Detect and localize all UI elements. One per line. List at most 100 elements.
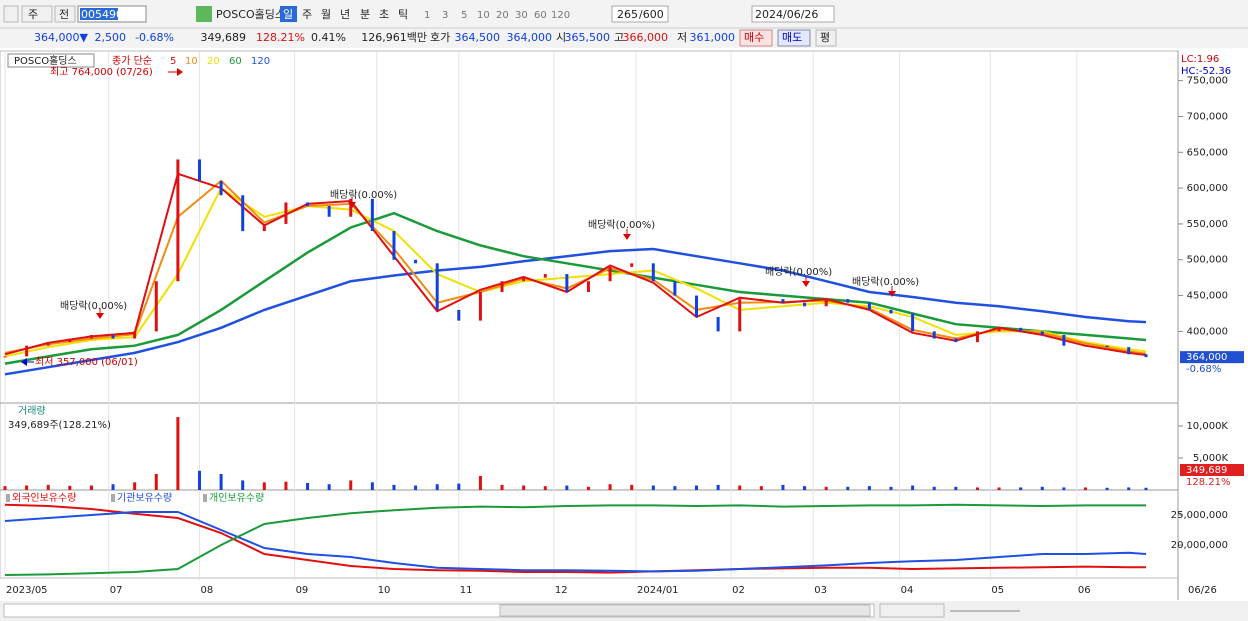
arrow-head bbox=[96, 313, 104, 319]
period-day[interactable] bbox=[280, 6, 297, 22]
avg[interactable]: 평 bbox=[820, 31, 830, 44]
volume-bar bbox=[1040, 486, 1044, 490]
y-tick-label: 550,000 bbox=[1187, 219, 1228, 230]
plot-frame bbox=[0, 50, 1179, 579]
quote-label: 고 bbox=[614, 31, 624, 44]
quote-open: 365,500 bbox=[565, 31, 611, 44]
volume-bar bbox=[954, 486, 958, 490]
count-box[interactable] bbox=[611, 5, 669, 23]
volume-bar bbox=[133, 482, 137, 490]
sell[interactable]: 매도 bbox=[782, 31, 802, 44]
period-label[interactable]: 월 bbox=[321, 8, 331, 21]
volume-bar bbox=[414, 485, 418, 490]
candle bbox=[478, 291, 482, 321]
period-label[interactable]: 주 bbox=[302, 8, 312, 21]
arrow-head bbox=[623, 234, 631, 240]
tool-icons[interactable] bbox=[1024, 604, 1244, 617]
interval[interactable]: 20 bbox=[496, 10, 509, 21]
buy-button[interactable] bbox=[739, 29, 773, 47]
volume-bar bbox=[306, 482, 310, 490]
count-total: /600 bbox=[639, 8, 664, 21]
last-change: -0.68% bbox=[1186, 364, 1221, 375]
candle bbox=[1127, 347, 1131, 355]
candle bbox=[911, 313, 915, 332]
y-tick-label: 700,000 bbox=[1187, 111, 1228, 122]
market[interactable]: 주 bbox=[28, 8, 38, 21]
period-label[interactable]: 년 bbox=[340, 8, 350, 21]
code[interactable]: 005490 bbox=[81, 8, 123, 21]
buy[interactable]: 매수 bbox=[744, 31, 764, 44]
sell-button[interactable] bbox=[777, 29, 811, 47]
market-select[interactable] bbox=[21, 5, 53, 23]
flag-button[interactable] bbox=[196, 6, 212, 22]
interval[interactable]: 30 bbox=[515, 10, 528, 21]
volume-bar bbox=[651, 485, 655, 490]
period-label[interactable]: 분 bbox=[360, 8, 370, 21]
volume-bar bbox=[738, 485, 742, 490]
panel-title: 거래량 bbox=[18, 405, 46, 417]
count[interactable]: 265 bbox=[617, 8, 638, 21]
x-tick-label: 05 bbox=[991, 585, 1004, 596]
y-tick-label: 5,000K bbox=[1193, 453, 1229, 464]
prefix[interactable]: 전 bbox=[59, 8, 69, 21]
candle bbox=[889, 309, 893, 314]
quote-price: 364,000▼ bbox=[34, 31, 88, 44]
arrow-head bbox=[177, 68, 183, 76]
y-tick-label: 25,000,000 bbox=[1171, 510, 1228, 521]
candle bbox=[176, 159, 180, 282]
legend-entry: 외국인보유수량 bbox=[12, 492, 76, 504]
candle bbox=[25, 345, 29, 357]
candle bbox=[262, 223, 266, 232]
date[interactable]: 2024/06/26 bbox=[755, 8, 818, 21]
period-label[interactable]: 틱 bbox=[398, 8, 408, 21]
interval[interactable]: 5 bbox=[461, 10, 467, 21]
legend-entry: 개인보유수량 bbox=[209, 492, 264, 504]
candle bbox=[759, 299, 763, 301]
volume-bar bbox=[68, 485, 72, 490]
volume-bar bbox=[1062, 487, 1066, 490]
candle bbox=[608, 266, 612, 282]
interval[interactable]: 120 bbox=[551, 10, 570, 21]
quote-volume-pct: 128.21% bbox=[256, 31, 305, 44]
candle bbox=[522, 277, 526, 282]
scroll-thumb[interactable] bbox=[499, 604, 871, 617]
date-box[interactable] bbox=[751, 5, 835, 23]
candle bbox=[630, 263, 634, 267]
volume-bar bbox=[695, 485, 699, 490]
period-label[interactable]: 일 bbox=[283, 7, 293, 21]
interval[interactable]: 60 bbox=[534, 10, 547, 21]
last-volume-pct: 128.21% bbox=[1186, 477, 1231, 488]
prefix-button[interactable] bbox=[54, 5, 76, 23]
interval[interactable]: 10 bbox=[477, 10, 490, 21]
volume-bar bbox=[608, 484, 612, 490]
x-tick-label: 10 bbox=[378, 585, 391, 596]
x-tick-label: 2023/05 bbox=[6, 585, 48, 596]
last-volume-box bbox=[1180, 464, 1244, 476]
volume-bar bbox=[111, 484, 115, 490]
volume-bar bbox=[1083, 487, 1087, 490]
legend-swatch bbox=[203, 494, 207, 502]
nav-buttons[interactable] bbox=[879, 603, 945, 618]
volume-bar bbox=[327, 484, 331, 490]
annotation: 배당락(0.00%) bbox=[588, 219, 655, 231]
lc-label: LC:1.96 bbox=[1181, 54, 1219, 65]
candle bbox=[932, 331, 936, 339]
interval[interactable]: 3 bbox=[442, 10, 448, 21]
candle bbox=[1144, 354, 1148, 358]
volume-bar bbox=[3, 486, 7, 490]
volume-bar bbox=[500, 484, 504, 490]
legend-subtitle: 종가 단순 bbox=[112, 55, 152, 67]
last-price: 364,000 bbox=[1186, 352, 1227, 363]
period-label[interactable]: 초 bbox=[379, 8, 389, 21]
legend-entry: 5 bbox=[170, 56, 176, 67]
interval[interactable]: 1 bbox=[424, 10, 430, 21]
legend-swatch bbox=[111, 494, 115, 502]
quote-high: 366,000 bbox=[623, 31, 669, 44]
candle bbox=[586, 281, 590, 292]
holding-line bbox=[4, 503, 1146, 576]
volume-bar bbox=[1019, 487, 1023, 490]
avg-button[interactable] bbox=[815, 29, 837, 47]
panel-subtitle: 349,689주(128.21%) bbox=[8, 420, 111, 431]
menu-button[interactable] bbox=[3, 5, 19, 23]
